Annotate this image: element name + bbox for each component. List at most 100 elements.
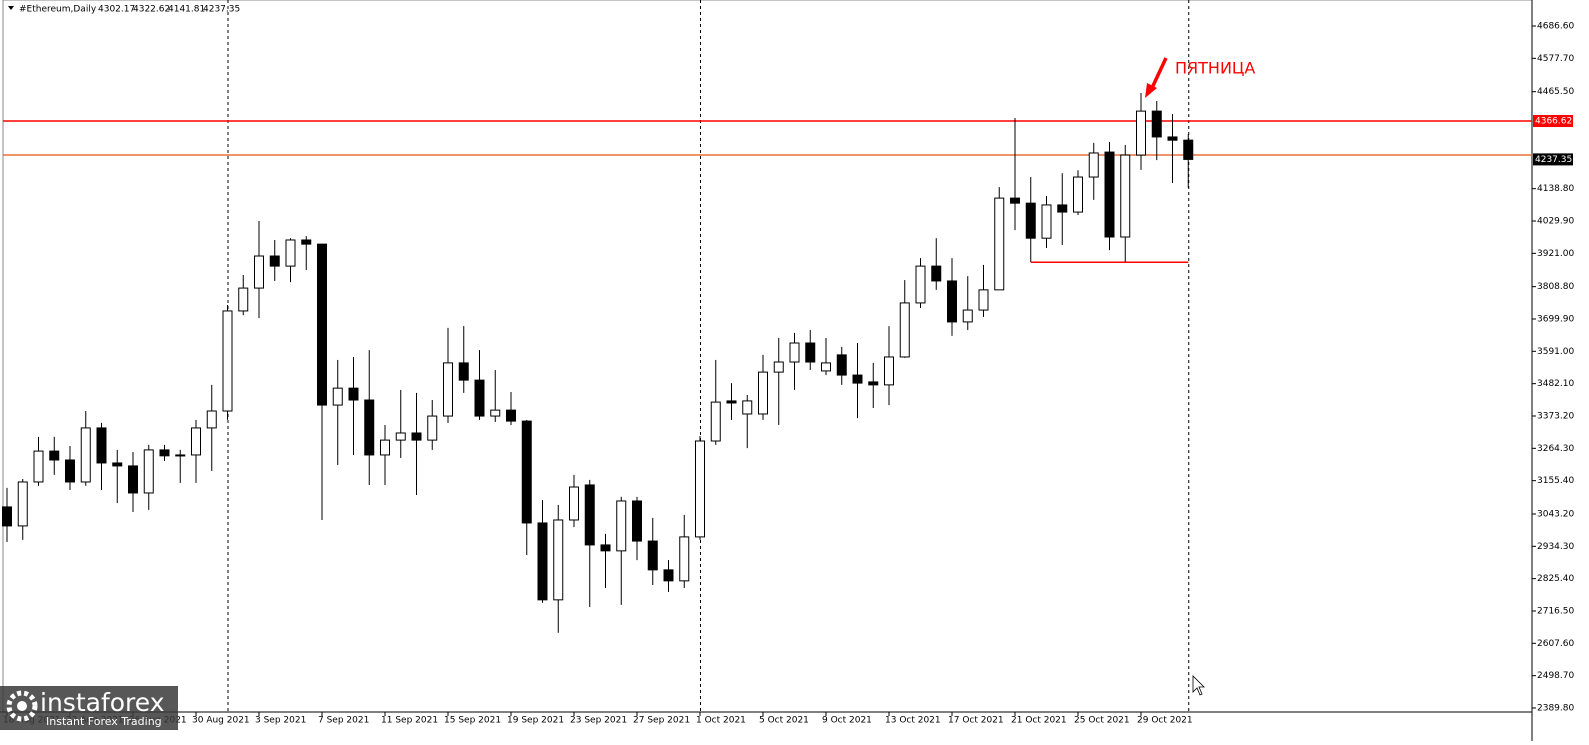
candle-body [1073, 176, 1083, 213]
y-tick-label: 4138.80 [1537, 184, 1574, 194]
candle-body [191, 427, 201, 456]
candle-body [33, 450, 44, 483]
chart-title: #Ethereum,Daily [19, 5, 97, 15]
y-tick-label: 3155.40 [1537, 476, 1574, 486]
candle-body [773, 361, 784, 373]
x-tick-label: 30 Aug 2021 [192, 716, 250, 726]
y-tick-label: 3373.20 [1537, 411, 1574, 421]
candle-body [380, 439, 390, 456]
x-tick-label: 23 Sep 2021 [570, 716, 627, 726]
candle-body [710, 401, 721, 442]
candle-body [49, 450, 60, 461]
candle-body [868, 381, 879, 386]
candle-body [742, 400, 753, 415]
x-tick-label: 19 Sep 2021 [507, 716, 564, 726]
price-tag-label: 4237.35 [1535, 155, 1572, 165]
candle-body [884, 356, 894, 386]
candle-body [553, 519, 564, 601]
y-tick-label: 2825.40 [1537, 574, 1574, 584]
annotation-arrowhead [1145, 83, 1157, 98]
candle-body [805, 342, 816, 363]
candle-body [600, 544, 611, 552]
candle-body [159, 449, 170, 457]
x-tick-label: 13 Oct 2021 [885, 716, 941, 726]
y-tick-label: 4465.50 [1537, 87, 1574, 97]
plot-frame [2, 0, 1533, 713]
header-icon [8, 6, 14, 10]
x-tick-label: 29 Oct 2021 [1137, 716, 1193, 726]
candle-body [65, 459, 75, 483]
x-tick-label: 27 Sep 2021 [633, 716, 690, 726]
candle-body [947, 280, 957, 323]
candle-body [128, 465, 138, 494]
candle-body [726, 400, 737, 404]
candle-body [254, 255, 264, 289]
candle-body [112, 462, 123, 467]
candle-body [679, 536, 690, 582]
y-tick-label: 2389.80 [1537, 703, 1574, 713]
candle-body [2, 506, 12, 527]
ohlc-value: 4141.81 [168, 5, 205, 15]
candle-body [821, 362, 831, 372]
candle-body [994, 197, 1005, 291]
y-tick-label: 4686.60 [1537, 22, 1574, 32]
y-tick-label: 3264.30 [1537, 444, 1574, 454]
x-tick-label: 9 Oct 2021 [822, 716, 872, 726]
candle-body [1104, 151, 1115, 238]
y-tick-label: 3043.20 [1537, 509, 1574, 519]
candle-body [962, 309, 973, 323]
candle-body [443, 362, 453, 417]
price-level-label: 4366.62 [1535, 117, 1572, 127]
candle-body [695, 440, 705, 538]
price-tag [1533, 153, 1573, 166]
candle-body [490, 409, 501, 417]
x-tick-label: 25 Oct 2021 [1074, 716, 1130, 726]
annotation-arrow [1150, 57, 1168, 89]
price-level-tag [1533, 115, 1573, 128]
y-tick-label: 2716.50 [1537, 606, 1574, 616]
candle-body [978, 289, 989, 311]
candle-body [474, 379, 485, 417]
watermark: instaforex Instant Forex Trading [0, 686, 178, 730]
candle-body [238, 287, 249, 312]
x-tick-label: 15 Sep 2021 [444, 716, 501, 726]
candle-body [143, 449, 154, 494]
ohlc-value: 4237.35 [203, 5, 240, 15]
candle-body [427, 415, 438, 441]
candle-body [569, 486, 579, 521]
candle-body [364, 399, 375, 456]
candle-body [1010, 197, 1020, 204]
candle-body [269, 255, 280, 267]
y-tick-label: 3482.10 [1537, 379, 1574, 389]
x-tick-label: 11 Sep 2021 [381, 716, 438, 726]
candle-body [758, 371, 768, 415]
x-tick-label: 5 Oct 2021 [759, 716, 809, 726]
x-tick-label: 21 Oct 2021 [1011, 716, 1067, 726]
mouse-cursor [1192, 675, 1205, 696]
candle-body [1183, 139, 1194, 160]
candle-body [537, 522, 548, 601]
y-tick-label: 2934.30 [1537, 542, 1574, 552]
ohlc-value: 4302.17 [98, 5, 135, 15]
candle-body [411, 432, 422, 441]
x-tick-label: 3 Sep 2021 [255, 716, 306, 726]
ohlc-value: 4322.62 [133, 5, 170, 15]
candle-body [458, 362, 469, 381]
candle-body [96, 427, 107, 464]
candle-body [395, 432, 406, 441]
candle-body [332, 387, 343, 406]
candle-body [521, 420, 532, 524]
y-tick-label: 3921.00 [1537, 249, 1574, 259]
candle-body [1088, 152, 1099, 178]
annotation: ПЯТНИЦА [1175, 59, 1255, 78]
candle-body [1120, 154, 1131, 238]
candle-body [17, 481, 28, 527]
x-tick-label: 1 Oct 2021 [696, 716, 746, 726]
y-tick-label: 2607.60 [1537, 639, 1574, 649]
candle-body [301, 239, 312, 245]
candle-body [852, 374, 863, 384]
candle-body [175, 454, 186, 457]
candle-body [285, 239, 296, 267]
